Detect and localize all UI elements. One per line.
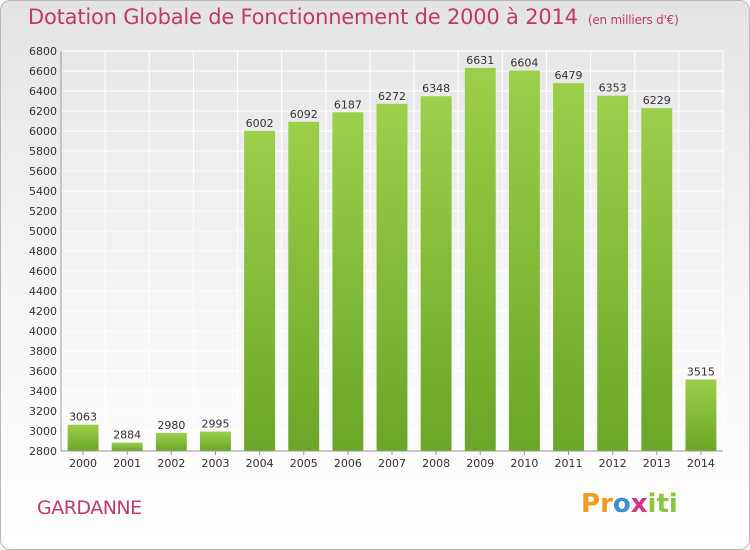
y-tick-label: 5400 xyxy=(29,185,57,198)
bar xyxy=(288,121,320,452)
x-tick-label: 2013 xyxy=(643,457,671,470)
bar-value-label: 2995 xyxy=(201,418,229,431)
bar-value-label: 2980 xyxy=(157,419,185,432)
y-tick-label: 3200 xyxy=(29,405,57,418)
y-tick-label: 5200 xyxy=(29,205,57,218)
bar xyxy=(200,431,231,451)
bar xyxy=(244,130,276,452)
bar xyxy=(553,83,584,451)
y-tick-label: 5800 xyxy=(29,145,57,158)
y-tick-label: 3600 xyxy=(29,365,57,378)
y-tick-label: 4800 xyxy=(29,245,57,258)
bar-value-label: 6631 xyxy=(466,54,494,67)
y-tick-label: 5000 xyxy=(29,225,57,238)
y-tick-label: 5600 xyxy=(29,165,57,178)
chart-title: Dotation Globale de Fonctionnement de 20… xyxy=(28,5,679,29)
x-tick-label: 2008 xyxy=(422,457,450,470)
x-tick-label: 2009 xyxy=(466,457,494,470)
x-tick-label: 2006 xyxy=(334,457,362,470)
logo-letter: P xyxy=(581,489,601,519)
bar xyxy=(464,67,496,452)
bar-value-label: 6272 xyxy=(378,90,406,103)
bar xyxy=(111,442,143,451)
bar xyxy=(597,95,629,451)
bar-value-label: 6002 xyxy=(246,117,274,130)
logo-letter: t xyxy=(656,489,669,519)
y-tick-label: 6600 xyxy=(29,65,57,78)
y-tick-label: 4000 xyxy=(29,325,57,338)
bar xyxy=(67,424,99,451)
y-tick-label: 3000 xyxy=(29,425,57,438)
bar-value-label: 3515 xyxy=(687,366,715,379)
x-tick-label: 2001 xyxy=(113,457,141,470)
bar-value-label: 6229 xyxy=(643,94,671,107)
bar xyxy=(332,112,364,452)
x-tick-label: 2010 xyxy=(510,457,538,470)
bar xyxy=(641,108,673,451)
x-tick-label: 2005 xyxy=(290,457,318,470)
x-tick-label: 2012 xyxy=(599,457,627,470)
bar-value-label: 6348 xyxy=(422,82,450,95)
y-tick-label: 6000 xyxy=(29,125,57,138)
x-tick-label: 2003 xyxy=(201,457,229,470)
x-tick-label: 2004 xyxy=(246,457,274,470)
logo-letter: o xyxy=(612,489,631,519)
bar-value-label: 6092 xyxy=(290,108,318,121)
y-tick-label: 6200 xyxy=(29,105,57,118)
x-tick-label: 2000 xyxy=(69,457,97,470)
bar-value-label: 6187 xyxy=(334,98,362,111)
y-tick-label: 3400 xyxy=(29,385,57,398)
y-tick-label: 6400 xyxy=(29,85,57,98)
chart-title-text: Dotation Globale de Fonctionnement de 20… xyxy=(28,5,578,29)
commune-name: GARDANNE xyxy=(37,497,142,519)
proxiti-logo: Proxiti xyxy=(581,489,678,519)
x-tick-label: 2014 xyxy=(687,457,715,470)
bar-value-label: 6353 xyxy=(599,82,627,95)
y-tick-label: 6800 xyxy=(29,45,57,58)
bar-value-label: 6479 xyxy=(555,69,583,82)
logo-letter: x xyxy=(630,489,648,519)
bar xyxy=(155,433,187,451)
y-tick-label: 3800 xyxy=(29,345,57,358)
logo-letter: i xyxy=(668,489,678,519)
logo-letter: i xyxy=(647,489,657,519)
y-tick-label: 2800 xyxy=(29,445,57,458)
y-tick-label: 4200 xyxy=(29,305,57,318)
bar-value-label: 6604 xyxy=(510,57,538,70)
bars: 3063 2884 2980 2995 6002 6092 6187 6272 6348 6631… xyxy=(67,54,717,452)
x-tick-label: 2011 xyxy=(555,457,583,470)
chart-subtitle: (en milliers d'€) xyxy=(587,13,679,27)
bar xyxy=(376,103,408,452)
axes: 2800 3000 3200 3400 3600 3800 4000 4200 4400 4600… xyxy=(29,45,723,470)
y-tick-label: 4400 xyxy=(29,285,57,298)
bar-value-label: 3063 xyxy=(69,411,97,424)
bar-value-label: 2884 xyxy=(113,429,141,442)
x-tick-label: 2002 xyxy=(157,457,185,470)
bar xyxy=(508,70,540,451)
bar xyxy=(420,96,452,451)
y-tick-label: 4600 xyxy=(29,265,57,278)
x-tick-label: 2007 xyxy=(378,457,406,470)
bar xyxy=(685,379,717,451)
logo-letter: r xyxy=(600,489,613,519)
